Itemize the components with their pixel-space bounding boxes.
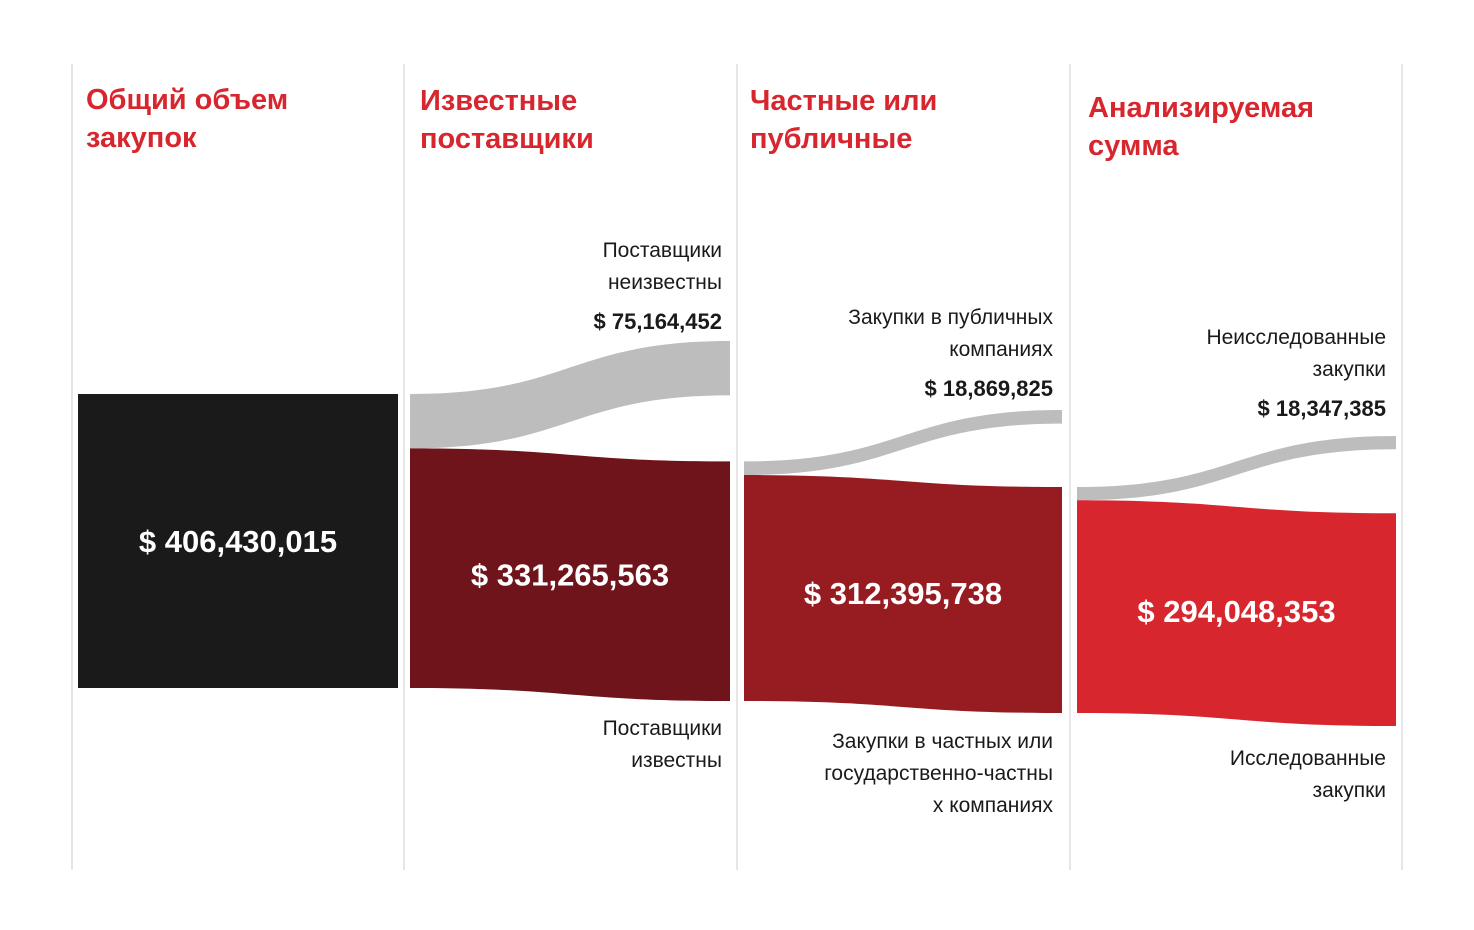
dropoff-label: Закупки в публичных: [848, 306, 1053, 329]
kept-value-label: $ 294,048,353: [1137, 594, 1335, 629]
dropoff-flow: [410, 341, 730, 449]
dropoff-label: неизвестны: [608, 271, 722, 294]
kept-flow: [1077, 500, 1396, 726]
kept-value-label: $ 312,395,738: [804, 576, 1002, 611]
dropoff-value-label: $ 18,347,385: [1258, 396, 1386, 421]
column-title: Известные: [420, 85, 577, 117]
column-title: закупок: [86, 122, 197, 154]
kept-label: Поставщики: [603, 717, 722, 740]
kept-label: х компаниях: [933, 794, 1054, 817]
dropoff-flow: [744, 410, 1062, 476]
dropoff-label: закупки: [1312, 358, 1386, 381]
kept-label: государственно-частны: [824, 762, 1053, 785]
column-title: сумма: [1088, 130, 1179, 162]
dropoff-label: Поставщики: [603, 239, 722, 262]
total-node: [78, 394, 398, 688]
column-title: Частные или: [750, 85, 937, 117]
dropoff-value-label: $ 18,869,825: [925, 376, 1053, 401]
total-value-label: $ 406,430,015: [139, 524, 337, 559]
column-title: Общий объем: [86, 84, 288, 116]
dropoff-label: компаниях: [949, 338, 1053, 361]
column-title: публичные: [750, 123, 912, 155]
dropoff-value-label: $ 75,164,452: [594, 309, 722, 334]
kept-label: Закупки в частных или: [832, 730, 1053, 753]
kept-flow: [744, 475, 1062, 713]
kept-label: закупки: [1312, 779, 1386, 802]
kept-label: Исследованные: [1230, 747, 1386, 770]
dropoff-label: Неисследованные: [1206, 326, 1386, 349]
column-title: Анализируемая: [1088, 92, 1314, 124]
kept-label: известны: [631, 749, 722, 772]
kept-value-label: $ 331,265,563: [471, 558, 669, 593]
column-title: поставщики: [420, 123, 594, 155]
dropoff-flow: [1077, 436, 1396, 501]
kept-flow: [410, 448, 730, 701]
